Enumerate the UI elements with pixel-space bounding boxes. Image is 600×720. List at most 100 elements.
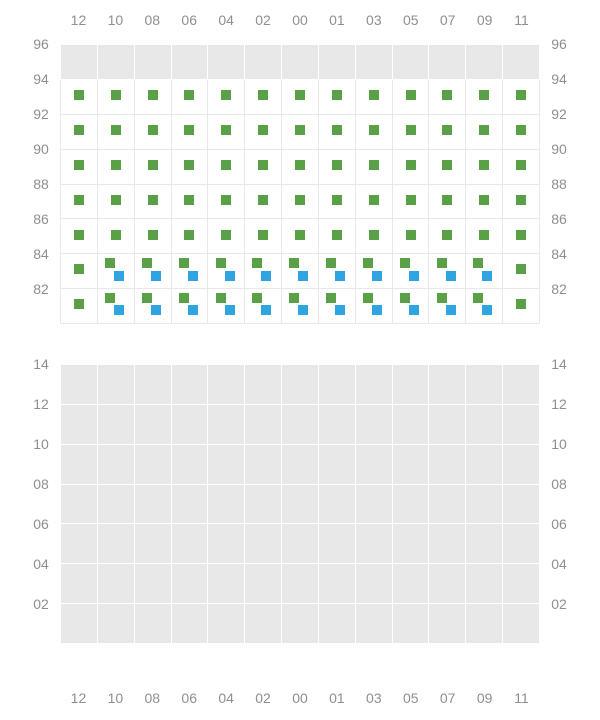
grid-cell	[97, 114, 134, 149]
marker-blue	[482, 271, 492, 281]
marker-green	[221, 160, 231, 170]
marker-green	[142, 293, 152, 303]
grid-cell	[245, 219, 282, 254]
grid-cell	[282, 254, 319, 289]
marker-blue	[446, 305, 456, 315]
grid-cell	[134, 564, 171, 604]
y-tick-bottom-left: 06	[26, 517, 56, 531]
marker-blue	[335, 271, 345, 281]
x-tick-top: 04	[211, 13, 241, 27]
marker-blue	[225, 305, 235, 315]
marker-green	[516, 299, 526, 309]
y-tick-top-left: 92	[26, 107, 56, 121]
grid-cell	[245, 114, 282, 149]
marker-green	[406, 230, 416, 240]
grid-cell	[503, 444, 540, 484]
grid-cell	[245, 149, 282, 184]
grid-cell	[282, 524, 319, 564]
grid-cell	[282, 365, 319, 405]
grid-cell	[282, 184, 319, 219]
grid-cell	[134, 365, 171, 405]
marker-green	[516, 125, 526, 135]
grid-cell	[355, 79, 392, 114]
grid-cell	[355, 149, 392, 184]
grid-cell	[503, 254, 540, 289]
grid-cell	[245, 524, 282, 564]
grid-cell	[355, 524, 392, 564]
y-tick-top-left: 82	[26, 282, 56, 296]
grid-cell	[134, 444, 171, 484]
grid-cell	[282, 404, 319, 444]
marker-green	[406, 195, 416, 205]
grid-cell	[97, 219, 134, 254]
grid-cell	[61, 289, 98, 324]
marker-green	[326, 258, 336, 268]
marker-green	[111, 90, 121, 100]
grid-cell	[466, 114, 503, 149]
grid-cell	[429, 149, 466, 184]
grid-cell	[208, 404, 245, 444]
marker-green	[111, 125, 121, 135]
marker-green	[184, 230, 194, 240]
grid-cell	[171, 604, 208, 644]
x-tick-top: 11	[507, 13, 537, 27]
grid-cell	[466, 79, 503, 114]
grid-cell	[171, 149, 208, 184]
grid-cell	[171, 524, 208, 564]
grid-cell	[208, 564, 245, 604]
marker-green	[473, 258, 483, 268]
grid-panel-bottom	[60, 364, 540, 644]
marker-green	[258, 230, 268, 240]
grid-cell	[318, 114, 355, 149]
y-tick-top-right: 82	[544, 282, 574, 296]
marker-green	[516, 160, 526, 170]
x-tick-top: 02	[248, 13, 278, 27]
marker-green	[258, 160, 268, 170]
grid-cell	[245, 365, 282, 405]
grid-cell	[97, 444, 134, 484]
y-tick-top-left: 94	[26, 72, 56, 86]
marker-green	[148, 90, 158, 100]
marker-green	[326, 293, 336, 303]
grid-cell	[318, 404, 355, 444]
y-tick-bottom-right: 10	[544, 437, 574, 451]
grid-cell	[429, 184, 466, 219]
marker-green	[74, 125, 84, 135]
marker-green	[479, 195, 489, 205]
grid-cell	[466, 604, 503, 644]
grid-cell	[245, 444, 282, 484]
grid-cell	[503, 114, 540, 149]
grid-cell	[429, 365, 466, 405]
marker-green	[105, 293, 115, 303]
grid-cell	[392, 524, 429, 564]
y-tick-top-left: 86	[26, 212, 56, 226]
marker-blue	[188, 305, 198, 315]
marker-green	[332, 195, 342, 205]
x-tick-top: 08	[137, 13, 167, 27]
grid-cell	[355, 444, 392, 484]
marker-green	[74, 299, 84, 309]
marker-green	[332, 160, 342, 170]
marker-green	[363, 293, 373, 303]
grid-cell	[134, 114, 171, 149]
grid-cell	[97, 45, 134, 80]
grid-cell	[171, 114, 208, 149]
marker-blue	[409, 271, 419, 281]
grid-cell	[61, 254, 98, 289]
y-tick-bottom-left: 14	[26, 357, 56, 371]
y-tick-top-right: 96	[544, 37, 574, 51]
grid-cell	[466, 404, 503, 444]
grid-cell	[466, 524, 503, 564]
y-tick-bottom-right: 04	[544, 557, 574, 571]
marker-green	[295, 195, 305, 205]
grid-cell	[208, 114, 245, 149]
x-tick-bottom: 04	[211, 691, 241, 705]
grid-cell	[355, 564, 392, 604]
grid-cell	[355, 254, 392, 289]
y-tick-top-left: 90	[26, 142, 56, 156]
grid-cell	[466, 45, 503, 80]
grid-cell	[97, 404, 134, 444]
grid-cell	[171, 484, 208, 524]
grid-cell	[318, 45, 355, 80]
marker-blue	[261, 271, 271, 281]
